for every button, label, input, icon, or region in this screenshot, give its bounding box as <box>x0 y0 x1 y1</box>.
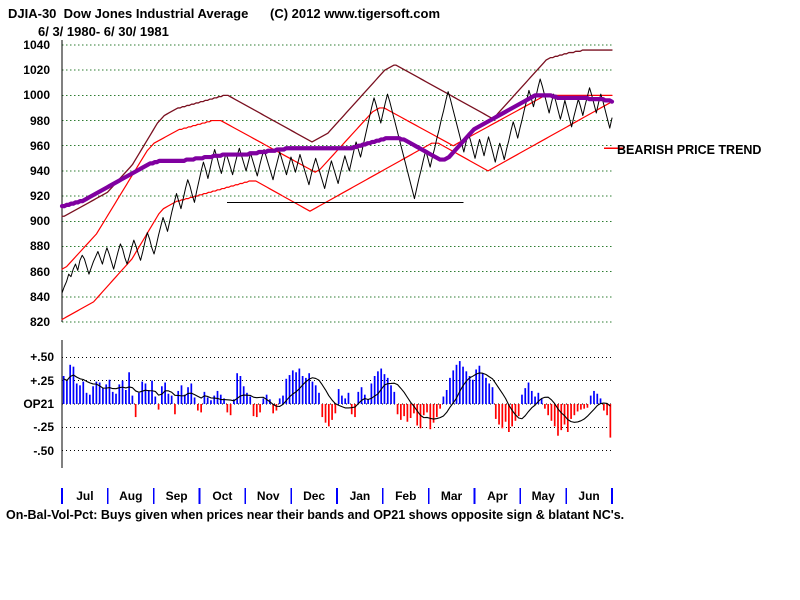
price-axis-tick-label: 920 <box>29 189 50 204</box>
oscillator-axis-tick-label: -.50 <box>33 443 54 458</box>
date-range-label: 6/ 3/ 1980- 6/ 30/ 1981 <box>38 24 169 39</box>
price-axis-tick-label: 900 <box>29 214 50 229</box>
oscillator-axis-tick-label: +.50 <box>30 350 54 365</box>
page-title: DJIA-30 Dow Jones Industrial Average <box>8 6 249 21</box>
month-axis-label: Aug <box>119 489 143 503</box>
month-axis-label: Sep <box>165 489 188 503</box>
month-axis-label: Oct <box>212 489 233 503</box>
oscillator-axis-tick-label: +.25 <box>30 373 54 388</box>
month-axis-label: Apr <box>487 489 508 503</box>
month-axis-label: Dec <box>303 489 326 503</box>
bearish-trend-annotation: BEARISH PRICE TREND <box>617 143 762 157</box>
price-axis-tick-label: 820 <box>29 315 50 329</box>
oscillator-axis-tick-label: OP21 <box>23 397 54 411</box>
upper-outer-band-line <box>61 49 613 217</box>
price-axis-tick-label: 1020 <box>23 63 50 78</box>
month-axis-label: Nov <box>256 489 280 503</box>
moving-average-line <box>59 93 615 209</box>
copyright-text: (C) 2012 www.tigersoft.com <box>270 6 440 21</box>
price-axis-tick-label: 980 <box>29 113 50 128</box>
month-axis-label: May <box>531 489 555 503</box>
month-axis-label: Feb <box>395 489 417 503</box>
upper-inner-band-line <box>61 94 613 270</box>
oscillator-axis-tick-label: -.25 <box>33 420 54 435</box>
lower-inner-band-line <box>61 101 613 321</box>
price-axis-tick-label: 1000 <box>23 88 50 103</box>
price-axis-tick-label: 960 <box>29 138 50 153</box>
oscillator-signal-line <box>63 372 611 423</box>
price-axis-tick-label: 1040 <box>23 38 50 52</box>
price-axis-tick-label: 880 <box>29 239 50 254</box>
month-axis-label: Jan <box>349 489 371 503</box>
month-axis-label: Jun <box>578 489 600 503</box>
price-line <box>61 78 613 294</box>
price-axis-tick-label: 840 <box>29 289 50 304</box>
chart-caption: On-Bal-Vol-Pct: Buys given when prices n… <box>6 508 625 522</box>
price-axis-tick-label: 860 <box>29 264 50 279</box>
month-axis-label: Jul <box>76 489 94 503</box>
price-axis-tick-label: 940 <box>29 163 50 178</box>
month-axis-label: Mar <box>440 489 463 503</box>
